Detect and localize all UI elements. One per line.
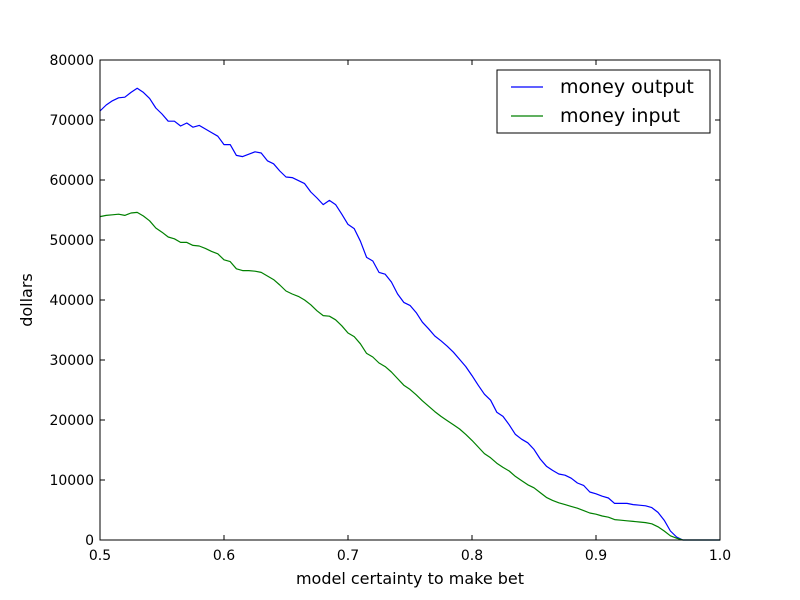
y-tick-label: 80000 xyxy=(49,53,94,69)
legend-label-money-output: money output xyxy=(560,76,694,98)
series-line-money-output xyxy=(99,87,720,541)
x-tick-label: 0.8 xyxy=(461,548,483,564)
y-tick-label: 20000 xyxy=(49,413,94,429)
ticks-layer: 0.5 0.6 0.7 0.8 0.9 1.0 0 10000 20000 30000 40000 5… xyxy=(49,53,731,564)
x-tick-label: 1.0 xyxy=(709,548,731,564)
plot-area xyxy=(100,60,720,540)
y-tick-label: 60000 xyxy=(49,173,94,189)
y-axis-label: dollars xyxy=(17,273,36,327)
legend: money output money input xyxy=(496,69,711,134)
y-tick-label: 40000 xyxy=(49,293,94,309)
x-tick-label: 0.5 xyxy=(89,548,111,564)
legend-box xyxy=(496,69,711,134)
x-tick-label: 0.6 xyxy=(213,548,235,564)
y-tick-label: 0 xyxy=(85,533,94,549)
y-tick-label: 70000 xyxy=(49,113,94,129)
series-layer xyxy=(99,87,720,541)
y-tick-label: 30000 xyxy=(49,353,94,369)
x-tick-label: 0.7 xyxy=(337,548,359,564)
plot-frame xyxy=(99,59,721,541)
x-tick-label: 0.9 xyxy=(585,548,607,564)
legend-label-money-input: money input xyxy=(560,105,680,127)
y-tick-label: 10000 xyxy=(49,473,94,489)
y-tick-label: 50000 xyxy=(49,233,94,249)
x-axis-label: model certainty to make bet xyxy=(296,569,524,588)
series-line-money-input xyxy=(99,211,720,541)
